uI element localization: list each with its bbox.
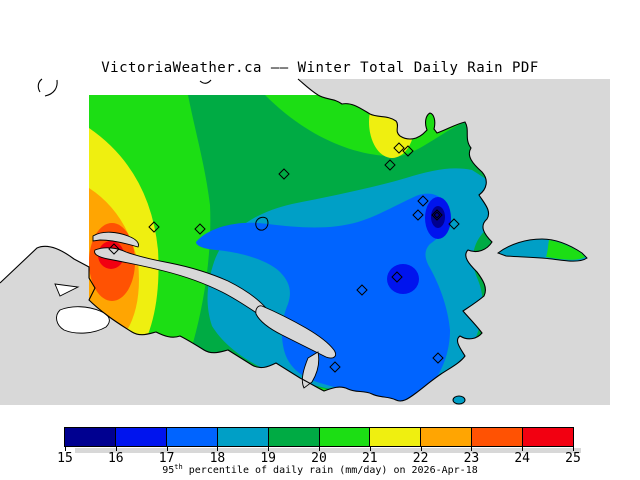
colorbar-segment-19-20 (268, 428, 320, 446)
station-diamond-11 (391, 271, 403, 283)
caption-superscript: th (174, 463, 183, 471)
fill-17-18 (196, 193, 450, 401)
harbour-inlets (92, 231, 337, 389)
colorbar-segment-18-19 (217, 428, 269, 446)
coastlines (0, 78, 493, 402)
lake-wedge (54, 283, 80, 297)
shore-lakes (54, 283, 110, 334)
colorbar-tick-mark-21 (369, 447, 371, 451)
sea-top-arc (297, 78, 319, 96)
colorbar-tick-mark-18 (217, 447, 219, 451)
northwest-arc-right (44, 79, 58, 97)
colorbar-segment-21-22 (370, 428, 422, 446)
esquimalt-harbour (92, 231, 139, 248)
trial-islet (452, 395, 466, 405)
offshore-island (452, 238, 588, 405)
colorbar-segment-24-25 (523, 428, 574, 446)
colorbar-tick-mark-24 (522, 447, 524, 451)
station-diamond-10 (448, 218, 460, 230)
esquimalt-lagoon (56, 306, 110, 334)
colorbar-tick-23: 23 (463, 451, 480, 466)
station-diamond-6 (402, 145, 414, 157)
harbour-outlet (301, 351, 320, 389)
station-diamond-1 (148, 221, 160, 233)
colorbar-tick-19: 19 (260, 451, 277, 466)
title-breve-arc (199, 79, 212, 84)
station-diamond-0 (108, 243, 120, 255)
colorbar-segment-16-17 (115, 428, 167, 446)
station-diamond-2 (194, 223, 206, 235)
colorbar-tick-mark-19 (268, 447, 270, 451)
colorbar-caption: 95th percentile of daily rain (mm/day) o… (0, 463, 640, 477)
caption-base: 95 (162, 465, 175, 476)
station-diamond-14 (329, 361, 341, 373)
colorbar-tick-15: 15 (57, 451, 73, 466)
main-coastline (0, 94, 493, 402)
colorbar-tick-labels: 15 16 17 18 19 20 21 22 23 24 25 (0, 452, 640, 466)
colorbar-segment-17-18 (166, 428, 218, 446)
colorbar-segment-15-16 (65, 428, 116, 446)
colorbar-tick-21: 21 (361, 451, 378, 466)
station-diamond-4 (384, 159, 396, 171)
colorbar-tick-20: 20 (311, 451, 327, 466)
colorbar-tick-22: 22 (412, 451, 429, 466)
colorbar-tick-mark-25 (573, 447, 574, 451)
colorbar-tick-17: 17 (158, 451, 175, 466)
colorbar (64, 427, 574, 447)
colorbar-segment-23-24 (472, 428, 524, 446)
colorbar-tick-mark-16 (115, 447, 117, 451)
station-diamond-12 (356, 284, 368, 296)
elk-lake-outline (255, 216, 269, 231)
station-markers (108, 142, 460, 373)
colorbar-tick-mark-17 (166, 447, 168, 451)
colorbar-tick-mark-15 (65, 447, 66, 451)
station-diamond-5 (393, 142, 405, 154)
colorbar-tick-mark-20 (319, 447, 320, 451)
fill-16-17-south-blob (387, 264, 419, 294)
victoria-harbour (255, 305, 337, 359)
colorbar-shadow (75, 448, 581, 453)
colorbar-tick-mark-22 (420, 447, 422, 451)
station-diamond-8 (417, 195, 429, 207)
colorbar-tick-25: 25 (565, 451, 581, 466)
northwest-arc-left (37, 78, 43, 93)
station-diamond-13 (432, 352, 444, 364)
station-diamond-7 (412, 209, 424, 221)
plot-title: VictoriaWeather.ca —— Winter Total Daily… (101, 60, 539, 76)
colorbar-tick-mark-23 (471, 447, 473, 451)
island-green-tip (546, 240, 585, 260)
colorbar-tick-18: 18 (209, 451, 226, 466)
colorbar-tick-marks (0, 447, 640, 452)
colorbar-segment-20-21 (319, 428, 371, 446)
colorbar-segment-22-23 (421, 428, 473, 446)
colorbar-tick-24: 24 (514, 451, 531, 466)
colorbar-tick-16: 16 (107, 451, 124, 466)
station-diamond-3 (278, 168, 290, 180)
station-diamond-9-inner (433, 211, 441, 219)
caption-rest: percentile of daily rain (mm/day) on 202… (182, 465, 478, 476)
station-diamond-9 (431, 209, 443, 221)
